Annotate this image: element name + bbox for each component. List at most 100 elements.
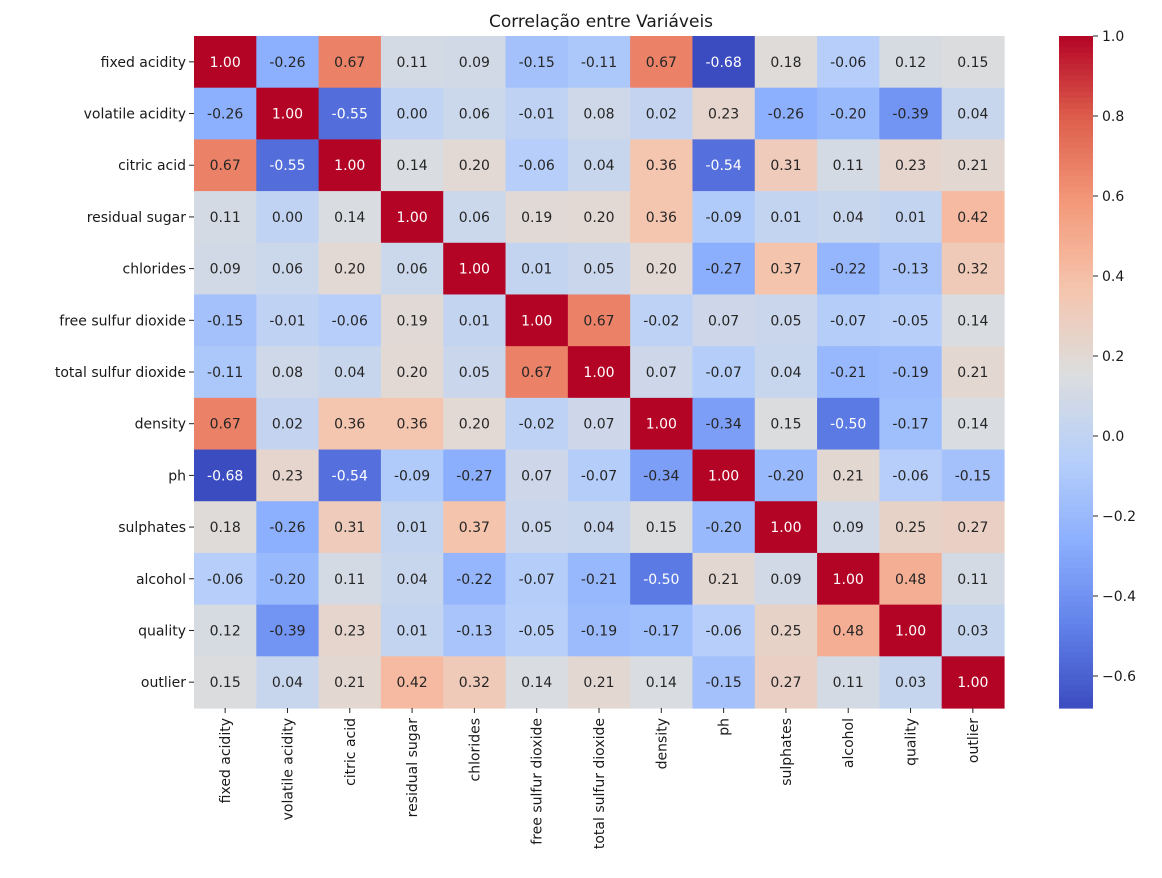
colorbar-segment	[1059, 478, 1093, 485]
heatmap-cell-alcohol-x-citric-acid	[318, 552, 382, 606]
heatmap-cell-residual-sugar-x-citric-acid	[318, 191, 382, 244]
heatmap-annotation: 0.21	[833, 468, 864, 484]
colorbar-segment	[1059, 209, 1093, 216]
colorbar-segment	[1059, 601, 1093, 608]
heatmap-annotation: -0.54	[332, 468, 368, 484]
x-tick-label-sulphates: sulphates	[779, 718, 795, 786]
colorbar-segment	[1059, 540, 1093, 547]
heatmap-annotation: 0.18	[770, 55, 801, 71]
colorbar-segment	[1059, 220, 1093, 227]
colorbar-segment	[1059, 360, 1093, 367]
heatmap-cell-density-x-chlorides	[443, 397, 507, 451]
heatmap-annotation: 0.20	[583, 210, 614, 226]
heatmap-annotation: 0.23	[708, 107, 739, 123]
heatmap-annotation: -0.11	[581, 55, 617, 71]
heatmap-annotation: 1.00	[833, 572, 864, 588]
heatmap-annotation: 0.67	[521, 365, 552, 381]
heatmap-annotation: 0.36	[646, 210, 677, 226]
heatmap-cell-free-sulfur-dioxide-x-total-sulfur-dioxide	[567, 294, 631, 347]
heatmap-cell-ph-x-quality	[879, 449, 943, 502]
colorbar-segment	[1059, 114, 1093, 121]
heatmap-cell-fixed-acidity-x-chlorides	[443, 36, 507, 89]
heatmap-annotation: 1.00	[583, 365, 614, 381]
heatmap-cell-outlier-x-free-sulfur-dioxide	[505, 656, 569, 709]
heatmap-annotation: 0.14	[957, 417, 988, 433]
heatmap-cell-free-sulfur-dioxide-x-quality	[879, 294, 943, 347]
heatmap-cell-alcohol-x-outlier	[941, 552, 1005, 606]
colorbar-segment	[1059, 590, 1093, 597]
colorbar-tick-label: 0.0	[1102, 429, 1124, 445]
heatmap-annotation: -0.06	[332, 313, 368, 329]
heatmap-annotation: -0.07	[581, 468, 617, 484]
heatmap-cell-chlorides-x-quality	[879, 242, 943, 296]
colorbar-segment	[1059, 629, 1093, 636]
colorbar-segment	[1059, 271, 1093, 278]
heatmap-cell-volatile-acidity-x-volatile-acidity	[256, 87, 320, 140]
colorbar-segment	[1059, 226, 1093, 233]
y-tick-label-residual-sugar: residual sugar	[87, 210, 187, 226]
heatmap-cell-sulphates-x-outlier	[941, 501, 1005, 554]
heatmap-cell-residual-sugar-x-ph	[692, 191, 756, 244]
heatmap-cell-residual-sugar-x-residual-sugar	[380, 191, 444, 244]
heatmap-annotation: 0.06	[459, 107, 490, 123]
heatmap-annotation: 0.04	[583, 158, 614, 174]
heatmap-annotation: -0.22	[830, 262, 866, 278]
colorbar-segment	[1059, 170, 1093, 177]
colorbar-segment	[1059, 327, 1093, 334]
heatmap-annotation: -0.39	[269, 623, 305, 639]
heatmap-annotation: 0.08	[583, 107, 614, 123]
colorbar-segment	[1059, 108, 1093, 115]
heatmap-annotation: 0.21	[708, 572, 739, 588]
heatmap-cell-sulphates-x-citric-acid	[318, 501, 382, 554]
heatmap-cell-chlorides-x-residual-sugar	[380, 242, 444, 296]
heatmap-cell-free-sulfur-dioxide-x-free-sulfur-dioxide	[505, 294, 569, 347]
colorbar-segment	[1059, 517, 1093, 524]
colorbar-segment	[1059, 405, 1093, 412]
heatmap-annotation: -0.17	[643, 623, 679, 639]
heatmap-cell-total-sulfur-dioxide-x-volatile-acidity	[256, 346, 320, 399]
colorbar-tick-label: −0.2	[1102, 509, 1136, 525]
heatmap-annotation: 0.00	[396, 107, 427, 123]
heatmap-annotation: 0.27	[957, 520, 988, 536]
colorbar-segment	[1059, 276, 1093, 283]
heatmap-annotation: -0.09	[706, 210, 742, 226]
heatmap-cell-quality-x-quality	[879, 604, 943, 657]
heatmap-cell-chlorides-x-ph	[692, 242, 756, 296]
heatmap-annotation: 0.19	[396, 313, 427, 329]
colorbar-segment	[1059, 400, 1093, 407]
heatmap-annotation: 0.11	[957, 572, 988, 588]
heatmap-annotation: 0.01	[770, 210, 801, 226]
colorbar-segment	[1059, 411, 1093, 418]
heatmap-cell-ph-x-free-sulfur-dioxide	[505, 449, 569, 502]
heatmap-cell-fixed-acidity-x-fixed-acidity	[194, 36, 257, 89]
heatmap-annotation: 0.01	[396, 623, 427, 639]
heatmap-annotation: -0.15	[207, 313, 243, 329]
heatmap-cell-quality-x-sulphates	[754, 604, 818, 657]
heatmap-cell-quality-x-residual-sugar	[380, 604, 444, 657]
heatmap-cell-alcohol-x-density	[630, 552, 694, 606]
heatmap-cell-free-sulfur-dioxide-x-density	[630, 294, 694, 347]
heatmap-annotation: 0.36	[396, 417, 427, 433]
heatmap-annotation: -0.20	[706, 520, 742, 536]
heatmap-annotation: -0.01	[519, 107, 555, 123]
heatmap-annotation: 0.15	[646, 520, 677, 536]
heatmap-cell-free-sulfur-dioxide-x-outlier	[941, 294, 1005, 347]
heatmap-annotation: 0.03	[895, 675, 926, 691]
heatmap-annotation: -0.17	[892, 417, 928, 433]
heatmap-cell-sulphates-x-free-sulfur-dioxide	[505, 501, 569, 554]
heatmap-cell-density-x-density	[630, 397, 694, 451]
colorbar-segment	[1059, 52, 1093, 59]
heatmap-annotation: 0.42	[396, 675, 427, 691]
heatmap-cell-citric-acid-x-outlier	[941, 139, 1005, 192]
colorbar-segment	[1059, 652, 1093, 659]
heatmap-cell-alcohol-x-fixed-acidity	[194, 552, 257, 606]
colorbar-segment	[1059, 366, 1093, 373]
heatmap-cell-outlier-x-volatile-acidity	[256, 656, 320, 709]
heatmap-annotation: -0.19	[581, 623, 617, 639]
heatmap-annotation: 0.04	[272, 675, 303, 691]
heatmap-annotation: 0.14	[396, 158, 427, 174]
heatmap-cell-outlier-x-chlorides	[443, 656, 507, 709]
heatmap-cell-density-x-ph	[692, 397, 756, 451]
heatmap-cell-total-sulfur-dioxide-x-outlier	[941, 346, 1005, 399]
